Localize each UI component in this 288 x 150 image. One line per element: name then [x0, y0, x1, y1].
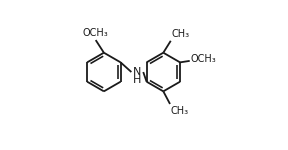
Text: OCH₃: OCH₃ [82, 28, 108, 38]
Text: CH₃: CH₃ [171, 29, 190, 39]
Text: OCH₃: OCH₃ [190, 54, 216, 64]
Text: H: H [133, 75, 141, 85]
Text: N: N [133, 67, 141, 77]
Text: CH₃: CH₃ [171, 106, 189, 116]
